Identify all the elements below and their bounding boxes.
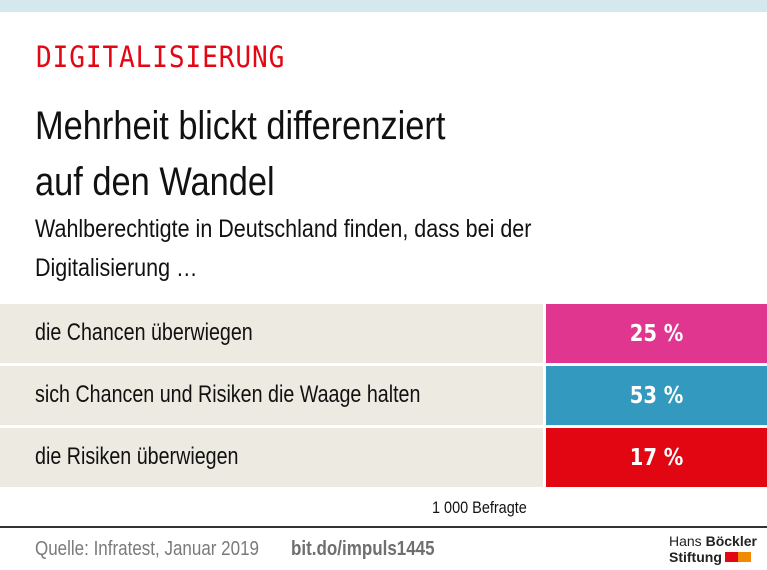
- title-line-1: Mehrheit blickt differenziert: [35, 104, 446, 148]
- row-label: die Chancen überwiegen: [35, 319, 253, 346]
- page-title: Mehrheit blickt differenziert auf den Wa…: [35, 98, 585, 210]
- row-value: 25 %: [629, 320, 684, 347]
- row-label-cell: sich Chancen und Risiken die Waage halte…: [0, 366, 543, 425]
- subtitle-line-1: Wahlberechtigte in Deutschland finden, d…: [35, 215, 532, 243]
- logo-line-2: Stiftung: [669, 549, 764, 565]
- logo-orange-square-icon: [737, 552, 751, 562]
- results-table: die Chancen überwiegen 25 % sich Chancen…: [0, 304, 767, 490]
- row-value-cell: 25 %: [546, 304, 767, 363]
- logo-text-light: Hans: [669, 533, 706, 549]
- row-label: die Risiken überwiegen: [35, 443, 239, 470]
- row-value-cell: 17 %: [546, 428, 767, 487]
- logo-line-1: Hans Böckler: [669, 533, 764, 549]
- source-text: Quelle: Infratest, Januar 2019: [35, 538, 259, 560]
- subtitle-line-2: Digitalisierung …: [35, 254, 198, 282]
- footer-divider: [0, 526, 767, 528]
- logo-text-bold: Böckler: [705, 533, 757, 549]
- kicker: DIGITALISIERUNG: [36, 40, 286, 74]
- source-link[interactable]: bit.do/impuls1445: [291, 538, 435, 560]
- logo-text-stiftung: Stiftung: [669, 549, 722, 565]
- row-value: 53 %: [629, 382, 684, 409]
- title-line-2: auf den Wandel: [35, 160, 275, 204]
- sample-note: 1 000 Befragte: [432, 498, 527, 517]
- top-band: [0, 0, 767, 12]
- hans-boeckler-logo: Hans Böckler Stiftung: [669, 533, 764, 567]
- row-label-cell: die Chancen überwiegen: [0, 304, 543, 363]
- row-value: 17 %: [629, 444, 684, 471]
- table-row: die Risiken überwiegen 17 %: [0, 428, 767, 487]
- row-label: sich Chancen und Risiken die Waage halte…: [35, 381, 421, 408]
- logo-red-square-icon: [724, 552, 738, 562]
- row-label-cell: die Risiken überwiegen: [0, 428, 543, 487]
- subtitle: Wahlberechtigte in Deutschland finden, d…: [35, 210, 723, 288]
- table-row: sich Chancen und Risiken die Waage halte…: [0, 366, 767, 425]
- row-value-cell: 53 %: [546, 366, 767, 425]
- table-row: die Chancen überwiegen 25 %: [0, 304, 767, 363]
